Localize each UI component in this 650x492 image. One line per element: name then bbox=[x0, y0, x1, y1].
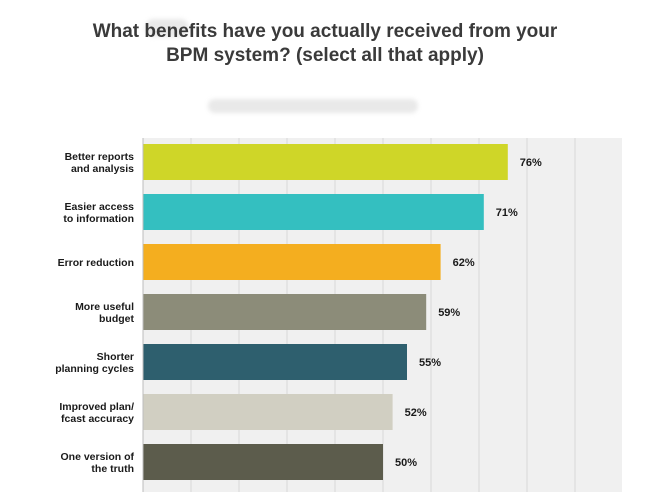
category-label: Shorter bbox=[97, 351, 134, 363]
value-label: 52% bbox=[405, 407, 427, 419]
bar bbox=[143, 344, 407, 380]
category-label: One version of bbox=[60, 451, 134, 463]
category-label: fcast accuracy bbox=[61, 413, 134, 425]
category-label: Error reduction bbox=[58, 257, 134, 269]
value-label: 59% bbox=[438, 307, 460, 319]
category-label: Improved plan/ bbox=[59, 401, 134, 413]
category-label: to information bbox=[63, 213, 134, 225]
category-label: planning cycles bbox=[55, 363, 134, 375]
bar bbox=[143, 194, 484, 230]
redaction-smudge bbox=[145, 19, 189, 37]
value-label: 55% bbox=[419, 357, 441, 369]
value-labels: 76% 71% 62% 59% 55% 52% 50% bbox=[395, 157, 542, 469]
category-label: Better reports bbox=[65, 151, 135, 163]
redaction-smudge bbox=[208, 99, 418, 113]
category-label: and analysis bbox=[71, 163, 134, 175]
category-label: budget bbox=[99, 313, 134, 325]
bar bbox=[143, 444, 383, 480]
category-label: More useful bbox=[75, 301, 134, 313]
value-label: 50% bbox=[395, 457, 417, 469]
bar bbox=[143, 244, 441, 280]
value-label: 62% bbox=[453, 257, 475, 269]
category-label: Easier access bbox=[65, 201, 135, 213]
bar bbox=[143, 294, 427, 330]
bar bbox=[143, 394, 393, 430]
value-label: 71% bbox=[496, 207, 518, 219]
bar bbox=[143, 144, 508, 180]
value-label: 76% bbox=[520, 157, 542, 169]
category-label: the truth bbox=[91, 463, 134, 475]
chart-title: What benefits have you actually received… bbox=[92, 21, 558, 66]
bars bbox=[143, 144, 508, 480]
